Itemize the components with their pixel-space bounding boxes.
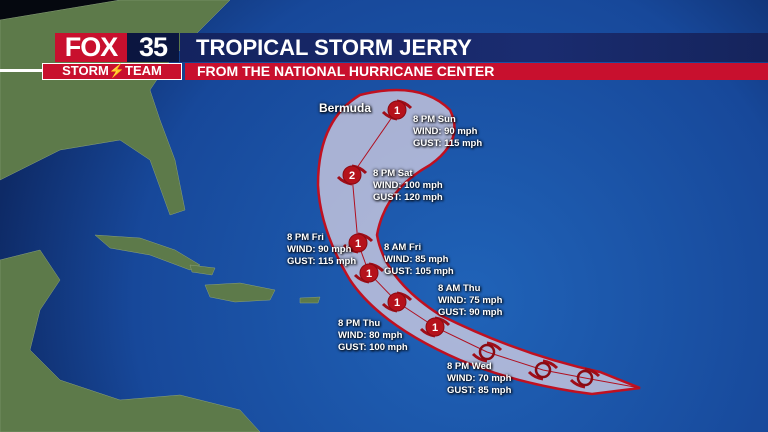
forecast-time: 8 AM Thu [438,283,481,294]
forecast-wind: WIND: 90 mph [413,126,478,137]
forecast-label: 8 PM Thu WIND: 80 mph GUST: 100 mph [338,318,408,354]
forecast-gust: GUST: 85 mph [447,385,512,396]
storm-marker [527,359,559,381]
forecast-wind: WIND: 100 mph [373,180,443,191]
storm-marker: 1 [353,262,385,284]
track-line [351,109,641,389]
forecast-label: 8 PM Sat WIND: 100 mph GUST: 120 mph [373,168,443,204]
forecast-label: 8 PM Sun WIND: 90 mph GUST: 115 mph [413,114,482,150]
forecast-wind: WIND: 80 mph [338,330,403,341]
forecast-time: 8 PM Thu [338,318,381,329]
storm-marker: 2 [336,164,368,186]
forecast-label: 8 AM Thu WIND: 75 mph GUST: 90 mph [438,283,502,319]
storm-marker: 1 [342,232,374,254]
fox-logo: FOX [55,33,127,62]
forecast-wind: WIND: 70 mph [447,373,512,384]
storm-marker: 1 [381,99,413,121]
forecast-gust: GUST: 115 mph [287,256,357,267]
bermuda-label: Bermuda [319,101,372,115]
storm-marker: 1 [419,316,451,338]
category-number: 1 [432,322,438,334]
storm-marker: 1 [381,291,413,313]
header-accent-line [0,69,42,72]
forecast-time: 8 PM Sun [413,114,456,125]
forecast-wind: WIND: 75 mph [438,295,503,306]
storm-team-logo: STORM⚡TEAM [42,63,182,80]
storm-marker [471,341,503,363]
forecast-wind: WIND: 90 mph [287,244,352,255]
forecast-gust: GUST: 115 mph [413,138,483,149]
category-number: 1 [394,297,400,309]
forecast-time: 8 PM Wed [447,361,492,372]
forecast-label: 8 PM Fri WIND: 90 mph GUST: 115 mph [287,232,356,268]
forecast-wind: WIND: 85 mph [384,254,449,265]
forecast-time: 8 PM Fri [287,232,324,243]
category-number: 1 [366,268,372,280]
category-number: 1 [394,105,400,117]
category-number: 2 [349,170,355,182]
forecast-time: 8 PM Sat [373,168,413,179]
channel-number: 35 [127,33,179,62]
forecast-gust: GUST: 100 mph [338,342,408,353]
forecast-gust: GUST: 105 mph [384,266,454,277]
forecast-gust: GUST: 90 mph [438,307,503,318]
storm-marker [569,367,601,389]
forecast-time: 8 AM Fri [384,242,422,253]
forecast-label: 8 AM Fri WIND: 85 mph GUST: 105 mph [384,242,454,278]
page-title: TROPICAL STORM JERRY [180,33,768,62]
forecast-gust: GUST: 120 mph [373,192,443,203]
forecast-cone [316,88,641,396]
category-number: 1 [355,238,361,250]
forecast-label: 8 PM Wed WIND: 70 mph GUST: 85 mph [447,361,511,397]
page-subtitle: FROM THE NATIONAL HURRICANE CENTER [185,63,768,80]
